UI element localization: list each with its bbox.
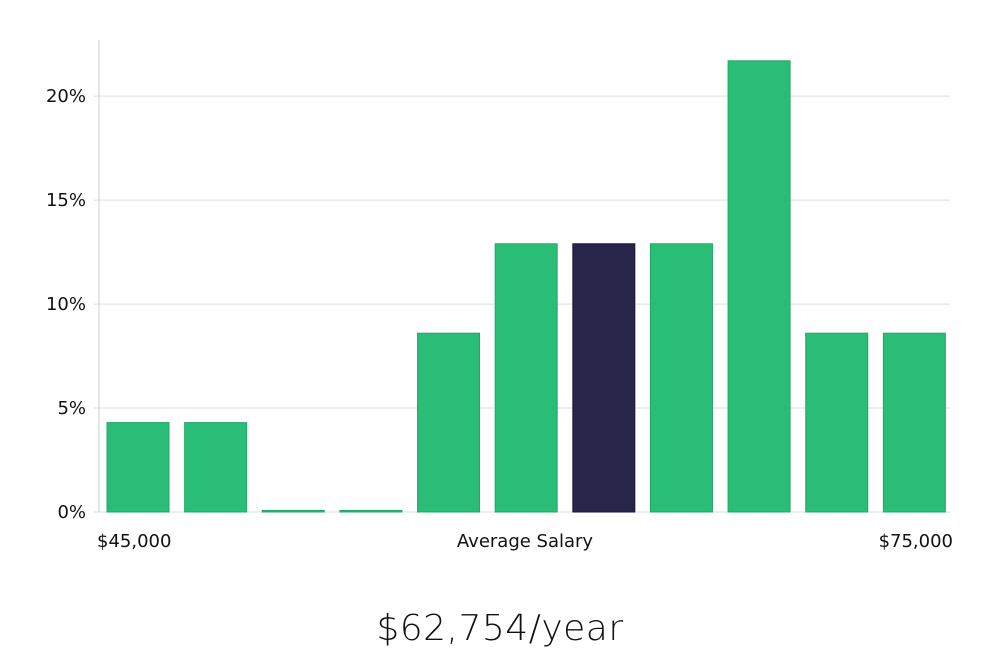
bar (494, 243, 558, 513)
bar (184, 422, 248, 513)
salary-histogram: 0% 5% 10% 15% 20% $45,000 Average Salary $75… (46, 40, 953, 552)
y-tick-label: 5% (57, 398, 86, 419)
bar (106, 422, 170, 513)
bar (339, 510, 403, 513)
x-max-label: $75,000 (879, 531, 953, 552)
bar (727, 60, 791, 513)
y-tick-label: 20% (46, 86, 86, 107)
y-tick-label: 10% (46, 294, 86, 315)
bar-average-salary (572, 243, 636, 513)
bar (417, 332, 481, 513)
bar (805, 332, 869, 513)
bar (261, 510, 325, 513)
y-tick-labels: 0% 5% 10% 15% 20% (46, 86, 86, 523)
x-center-label: Average Salary (457, 531, 594, 552)
bars (106, 60, 946, 513)
bar (882, 332, 946, 513)
x-min-label: $45,000 (97, 531, 171, 552)
y-tick-label: 15% (46, 190, 86, 211)
y-tick-label: 0% (57, 502, 86, 523)
average-salary-headline: $62,754/year (376, 608, 624, 649)
bar (649, 243, 713, 513)
